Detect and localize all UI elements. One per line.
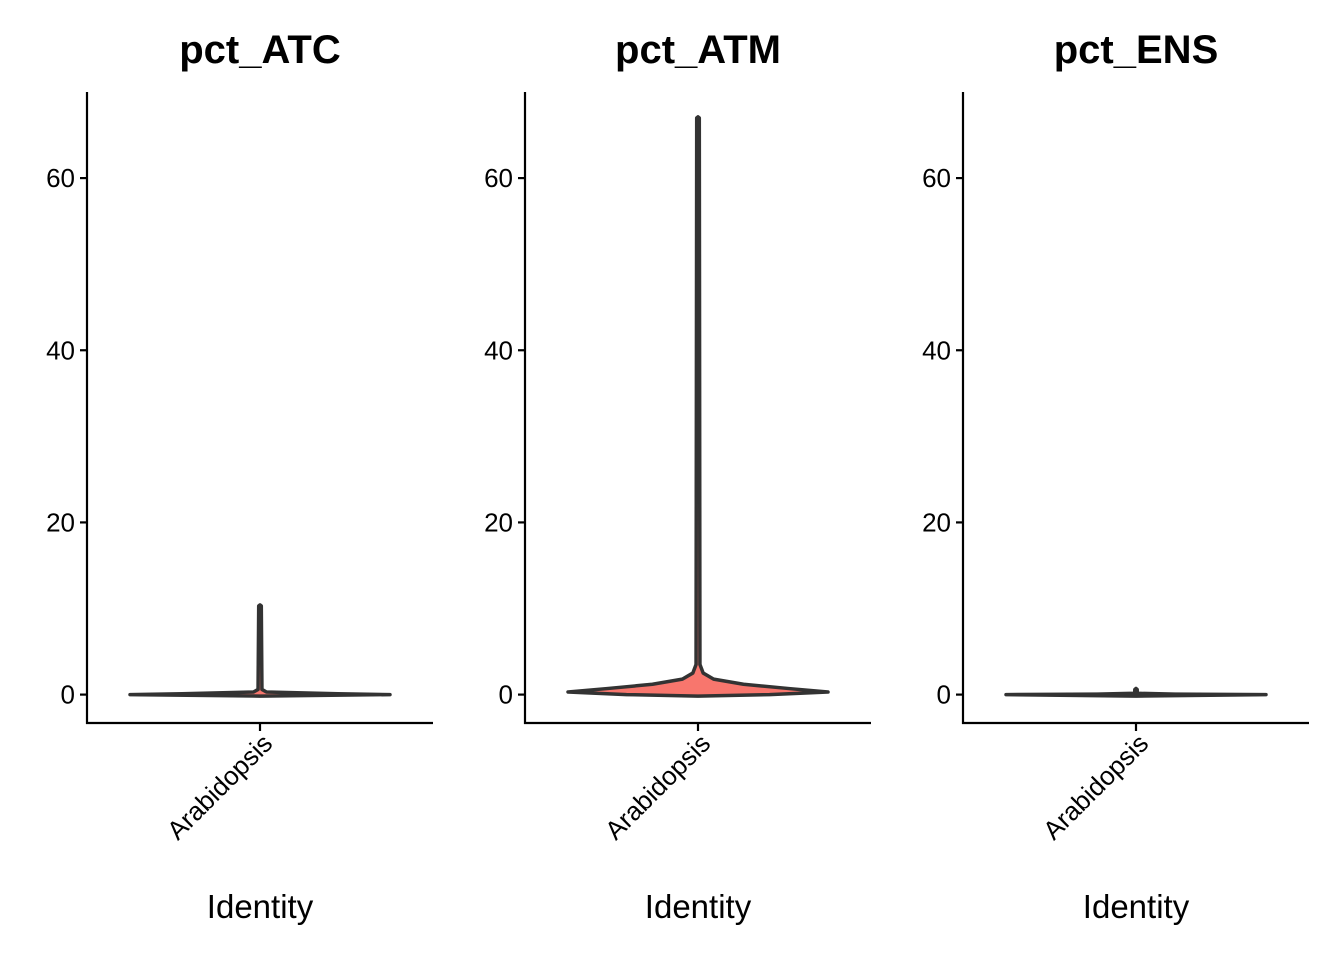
violin-arabidopsis xyxy=(128,603,392,698)
y-tick-label: 40 xyxy=(46,335,75,365)
y-tick-label: 20 xyxy=(484,507,513,537)
panel-pct-atc: pct_ATC 0 20 40 60 Arabidopsis Identity xyxy=(46,28,433,925)
y-tick-label: 0 xyxy=(937,680,951,710)
x-axis-title: Identity xyxy=(1083,888,1190,925)
x-tick-label: Arabidopsis xyxy=(1037,728,1154,845)
y-tick-label: 40 xyxy=(922,335,951,365)
x-axis-title: Identity xyxy=(645,888,752,925)
violin-arabidopsis xyxy=(566,115,830,698)
y-tick-label: 60 xyxy=(46,163,75,193)
x-axis-title: Identity xyxy=(207,888,314,925)
y-tick-label: 20 xyxy=(46,507,75,537)
panel-title: pct_ATC xyxy=(179,28,340,72)
x-tick-label: Arabidopsis xyxy=(599,728,716,845)
y-tick-label: 20 xyxy=(922,507,951,537)
panel-pct-atm: pct_ATM 0 20 40 60 Arabidopsis Identity xyxy=(484,28,871,925)
panel-title: pct_ATM xyxy=(615,28,781,72)
y-tick-label: 0 xyxy=(499,680,513,710)
y-tick-label: 0 xyxy=(61,680,75,710)
x-tick-label: Arabidopsis xyxy=(161,728,278,845)
panel-pct-ens: pct_ENS 0 20 40 60 Arabidopsis Identity xyxy=(922,28,1309,925)
y-tick-label: 40 xyxy=(484,335,513,365)
y-tick-label: 60 xyxy=(922,163,951,193)
panel-title: pct_ENS xyxy=(1054,28,1219,72)
y-tick-label: 60 xyxy=(484,163,513,193)
violin-arabidopsis xyxy=(1004,686,1268,698)
